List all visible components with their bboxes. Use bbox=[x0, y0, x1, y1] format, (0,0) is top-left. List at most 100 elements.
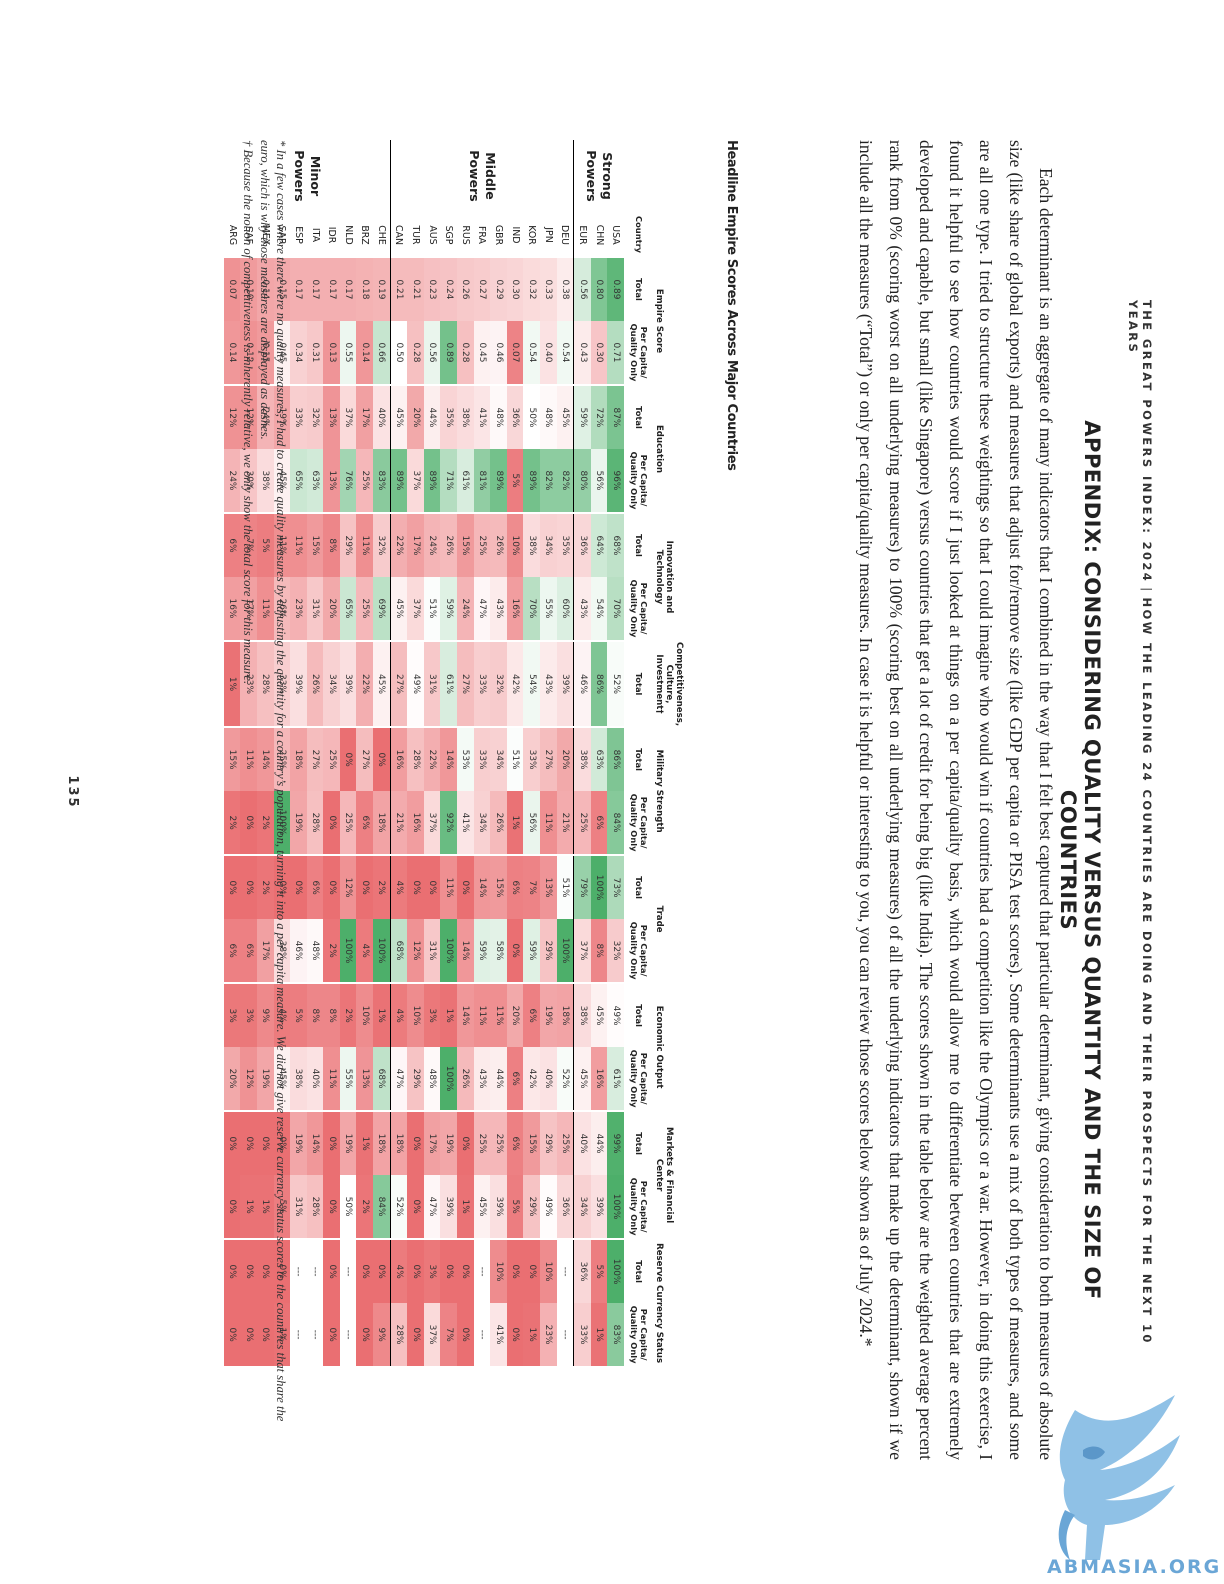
score-cell: 46% bbox=[290, 919, 307, 984]
score-cell: 48% bbox=[490, 385, 507, 449]
country-cell: ARG bbox=[226, 224, 238, 246]
group-header: Empire Score bbox=[654, 288, 664, 354]
score-cell: 0% bbox=[323, 855, 340, 920]
score-cell: 0.07 bbox=[506, 321, 524, 385]
score-cell: 84% bbox=[373, 1175, 391, 1240]
score-cell: 72% bbox=[590, 385, 608, 449]
score-cell: 29% bbox=[523, 1175, 541, 1240]
score-cell: 36% bbox=[573, 513, 591, 577]
score-cell: 83% bbox=[607, 1303, 624, 1367]
score-cell: 1% bbox=[440, 983, 458, 1048]
country-cell: BRZ bbox=[359, 225, 371, 245]
score-cell: 13% bbox=[356, 1047, 374, 1112]
score-cell: 0% bbox=[457, 1239, 474, 1304]
score-cell: 65% bbox=[290, 449, 307, 513]
score-cell: 68% bbox=[390, 919, 408, 984]
score-cell: 16% bbox=[390, 727, 408, 792]
score-cell: 2% bbox=[323, 919, 340, 984]
score-cell: 6% bbox=[223, 513, 241, 577]
score-cell: 39% bbox=[339, 641, 357, 728]
score-cell: 0.34 bbox=[290, 321, 307, 385]
score-cell: 10% bbox=[506, 513, 524, 577]
score-cell: 0% bbox=[223, 1303, 241, 1367]
score-cell: 23% bbox=[540, 1303, 557, 1367]
page-title: APPENDIX: CONSIDERING QUALITY VERSUS QUA… bbox=[1056, 420, 1104, 1300]
score-cell: 4% bbox=[390, 855, 408, 920]
score-cell: 11% bbox=[473, 983, 491, 1048]
score-cell: 100% bbox=[607, 1175, 624, 1240]
score-cell: 37% bbox=[339, 385, 357, 449]
score-cell: 36% bbox=[556, 1175, 574, 1240]
score-cell: 20% bbox=[556, 727, 574, 792]
score-cell: 43% bbox=[490, 577, 507, 641]
footnote-2: † Because the notion of competitiveness … bbox=[241, 140, 255, 685]
score-cell: 71% bbox=[440, 449, 458, 513]
score-cell: 68% bbox=[373, 1047, 391, 1112]
footnote-1: * In a few cases where there were no qua… bbox=[258, 140, 288, 1422]
score-cell: 13% bbox=[323, 449, 340, 513]
score-cell: 0.33 bbox=[540, 258, 557, 321]
score-cell: 40% bbox=[306, 1047, 324, 1112]
score-cell: 7% bbox=[440, 1303, 458, 1367]
table-row: ITA 0.17 0.31 32% 63% 15% 31% 26% 27% 28% 6% 48% 8% 4… bbox=[306, 140, 324, 1367]
score-cell: 70% bbox=[607, 577, 624, 641]
score-cell: 11% bbox=[323, 1047, 340, 1112]
score-cell: 56% bbox=[523, 791, 541, 856]
score-cell: 1% bbox=[506, 791, 524, 856]
score-cell: 29% bbox=[540, 919, 557, 984]
corner-cell-2 bbox=[654, 212, 716, 258]
score-cell: 0% bbox=[223, 1239, 241, 1304]
score-cell: 4% bbox=[390, 1239, 408, 1304]
score-cell: 61% bbox=[440, 641, 458, 728]
score-cell: 39% bbox=[490, 1175, 507, 1240]
score-cell: 86% bbox=[607, 727, 624, 792]
score-cell: 1% bbox=[223, 641, 241, 728]
score-cell: 32% bbox=[607, 919, 624, 984]
score-cell: 76% bbox=[339, 449, 357, 513]
score-cell: 34% bbox=[323, 641, 340, 728]
score-cell: 27% bbox=[540, 727, 557, 792]
score-cell: 33% bbox=[473, 641, 491, 728]
table-row: Minor Powers CHE 0.19 0.66 40% 83% 32% 69% 45% 0%… bbox=[223, 140, 391, 1367]
group-header: Economic Output bbox=[654, 983, 716, 1112]
sub-header: Total bbox=[624, 513, 654, 577]
score-cell: 43% bbox=[473, 1047, 491, 1112]
score-cell: 0.50 bbox=[390, 321, 408, 385]
score-cell: 0% bbox=[440, 1239, 458, 1304]
score-cell: 41% bbox=[473, 385, 491, 449]
score-cell: 84% bbox=[607, 791, 624, 856]
score-cell: 31% bbox=[423, 641, 441, 728]
score-cell: 11% bbox=[356, 513, 374, 577]
score-cell: 12% bbox=[407, 919, 424, 984]
score-cell: 0.17 bbox=[323, 258, 340, 321]
country-col-header: Country bbox=[634, 216, 644, 254]
score-cell: 0% bbox=[323, 1239, 340, 1304]
score-cell: 15% bbox=[306, 513, 324, 577]
header-left: THE GREAT POWERS INDEX: 2024 bbox=[1140, 300, 1154, 584]
score-cell: 100% bbox=[373, 919, 391, 984]
score-cell: 37% bbox=[407, 577, 424, 641]
score-cell: 45% bbox=[573, 1047, 591, 1112]
score-cell: 64% bbox=[590, 513, 608, 577]
score-cell: 15% bbox=[490, 855, 507, 920]
sub-header: Per Capita/ Quality Only bbox=[629, 451, 649, 510]
country-cell: RUS bbox=[459, 225, 471, 245]
score-cell: 41% bbox=[457, 791, 474, 856]
score-cell: 26% bbox=[490, 791, 507, 856]
score-cell: 22% bbox=[390, 513, 408, 577]
score-cell: 14% bbox=[457, 983, 474, 1048]
score-cell: 0.45 bbox=[473, 321, 491, 385]
score-cell: 7% bbox=[523, 855, 541, 920]
score-cell: 0.54 bbox=[523, 321, 541, 385]
score-cell: 26% bbox=[490, 513, 507, 577]
score-cell: 43% bbox=[540, 641, 557, 728]
score-cell: 0.80 bbox=[590, 258, 608, 321]
score-cell: 12% bbox=[339, 855, 357, 920]
score-cell: 37% bbox=[423, 791, 441, 856]
running-header: THE GREAT POWERS INDEX: 2024|HOW THE LEA… bbox=[1126, 300, 1154, 1400]
score-cell: 44% bbox=[490, 1047, 507, 1112]
score-cell: 81% bbox=[473, 449, 491, 513]
score-cell: 37% bbox=[407, 449, 424, 513]
score-cell: 19% bbox=[339, 1111, 357, 1176]
score-cell: 29% bbox=[540, 1111, 557, 1176]
